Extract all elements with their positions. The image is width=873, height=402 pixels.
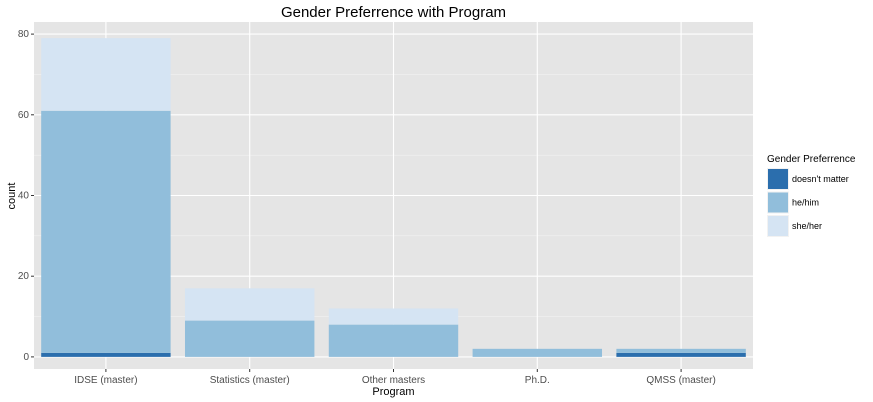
bar-segment (472, 348, 603, 357)
legend-swatch (768, 216, 788, 236)
bar-segment (41, 352, 171, 357)
legend: Gender Preferrence doesn't matter he/him s… (767, 154, 856, 237)
y-tick-label: 40 (18, 191, 30, 202)
x-axis-title: Program (372, 386, 414, 398)
x-tick-label: Other masters (362, 375, 425, 386)
x-tick-label: Ph.D. (525, 375, 550, 386)
bar-segment (184, 288, 315, 321)
legend-label: doesn't matter (792, 174, 849, 184)
y-tick-label: 80 (18, 29, 30, 40)
legend-swatch (768, 192, 788, 213)
y-axis-title: count (6, 183, 18, 210)
y-axis: 0 20 40 60 80 (18, 29, 34, 363)
legend-title: Gender Preferrence (767, 154, 856, 165)
x-tick-label: Statistics (master) (210, 375, 290, 386)
legend-label: he/him (792, 198, 819, 208)
bar-segment (41, 38, 171, 111)
bars (41, 38, 746, 357)
x-tick-label: IDSE (master) (74, 375, 137, 386)
y-tick-label: 0 (23, 352, 29, 363)
bar-segment (616, 352, 746, 357)
y-tick-label: 20 (18, 271, 30, 282)
x-axis: IDSE (master) Statistics (master) Other ma… (74, 369, 716, 386)
legend-label: she/her (792, 221, 822, 231)
bar-segment (328, 308, 459, 325)
bar-segment (616, 348, 746, 353)
bar-segment (184, 320, 315, 357)
bar-segment (328, 324, 459, 357)
bar-segment (41, 110, 171, 353)
x-tick-label: QMSS (master) (646, 375, 715, 386)
chart-title: Gender Preferrence with Program (281, 4, 506, 21)
y-tick-label: 60 (18, 110, 30, 121)
legend-swatch (768, 169, 788, 189)
